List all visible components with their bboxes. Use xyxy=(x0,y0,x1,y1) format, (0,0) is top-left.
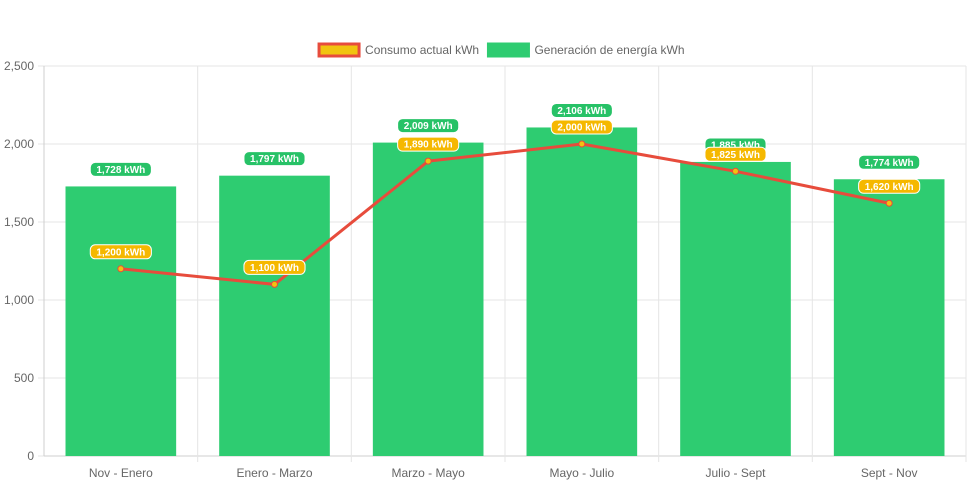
data-label-pill xyxy=(858,178,921,194)
line-point[interactable] xyxy=(271,280,278,288)
line-path xyxy=(120,142,890,286)
data-labels: 1,728 kWh 1,797 kWh 2,009 kWh 2,106 kWh 1,88… xyxy=(89,102,921,275)
x-tick-label: Enero - Marzo xyxy=(236,466,312,480)
data-label-pill xyxy=(858,154,921,170)
legend-swatch xyxy=(486,42,530,58)
bar[interactable] xyxy=(219,175,330,456)
line-point[interactable] xyxy=(117,265,125,273)
data-label-pill xyxy=(704,146,767,162)
y-tick-label: 0 xyxy=(27,449,34,463)
data-label: 1,728 kWh xyxy=(89,161,152,177)
data-label-text: 2,009 kWh xyxy=(404,121,453,132)
data-label-pill xyxy=(89,244,152,260)
data-label-pill xyxy=(550,102,613,118)
data-label-text: 1,100 kWh xyxy=(250,263,299,274)
bar[interactable] xyxy=(372,142,484,456)
data-label-pill xyxy=(243,259,306,275)
data-label-pill xyxy=(550,119,613,135)
line-point[interactable] xyxy=(732,167,739,175)
data-label: 1,200 kWh xyxy=(89,244,152,260)
y-tick-label: 2,000 xyxy=(4,137,34,151)
y-tick-label: 1,000 xyxy=(4,293,34,307)
data-label: 2,009 kWh xyxy=(397,118,460,134)
data-label-text: 1,797 kWh xyxy=(250,154,299,165)
x-tick-label: Julio - Sept xyxy=(705,466,766,480)
data-label-text: 1,885 kWh xyxy=(711,140,760,151)
data-label: 1,825 kWh xyxy=(704,146,767,162)
data-label-pill xyxy=(89,161,152,177)
y-tick-label: 500 xyxy=(14,371,34,385)
data-label-text: 1,825 kWh xyxy=(711,150,760,161)
x-tick-label: Mayo - Julio xyxy=(549,466,614,480)
data-label-pill xyxy=(243,151,306,167)
legend-label: Consumo actual kWh xyxy=(365,43,479,57)
legend[interactable]: Consumo actual kWh Generación de energía … xyxy=(317,42,685,58)
data-label-text: 1,728 kWh xyxy=(96,165,145,176)
x-tick-label: Nov - Enero xyxy=(89,466,153,480)
y-tick-label: 1,500 xyxy=(4,215,34,229)
data-label: 2,000 kWh xyxy=(550,119,613,135)
bar[interactable] xyxy=(526,127,638,457)
line-point[interactable] xyxy=(424,157,432,165)
bar[interactable] xyxy=(65,186,177,456)
legend-item[interactable]: Consumo actual kWh xyxy=(317,42,479,58)
data-label: 1,774 kWh xyxy=(858,154,921,170)
legend-swatch xyxy=(317,42,361,58)
data-label: 1,100 kWh xyxy=(243,259,306,275)
data-label-text: 2,000 kWh xyxy=(557,123,606,134)
x-tick-label: Marzo - Mayo xyxy=(391,466,465,480)
bar[interactable] xyxy=(680,161,791,456)
legend-label: Generación de energía kWh xyxy=(534,43,684,57)
data-label-text: 1,200 kWh xyxy=(96,247,145,258)
legend-item[interactable]: Generación de energía kWh xyxy=(486,42,685,58)
data-label: 1,620 kWh xyxy=(858,178,921,194)
y-tick-label: 2,500 xyxy=(4,59,34,73)
data-label-text: 2,106 kWh xyxy=(557,106,606,117)
x-tick-label: Sept - Nov xyxy=(861,466,918,480)
bar-series xyxy=(65,127,945,457)
grid-layer xyxy=(38,65,967,462)
data-label-text: 1,890 kWh xyxy=(404,140,453,151)
data-label: 1,890 kWh xyxy=(397,136,460,152)
data-label: 1,797 kWh xyxy=(243,151,306,167)
axis-layer: 0 500 1,000 1,500 2,000 2,500 Nov - Enero Enero… xyxy=(4,59,918,480)
data-label: 2,106 kWh xyxy=(550,102,613,118)
data-label-pill xyxy=(397,136,460,152)
line-point[interactable] xyxy=(578,140,586,148)
line-series xyxy=(117,140,893,288)
line-point[interactable] xyxy=(885,199,893,207)
data-label-text: 1,774 kWh xyxy=(865,158,914,169)
bar[interactable] xyxy=(833,179,945,457)
data-label-text: 1,620 kWh xyxy=(865,182,914,193)
data-label-pill xyxy=(397,118,460,134)
